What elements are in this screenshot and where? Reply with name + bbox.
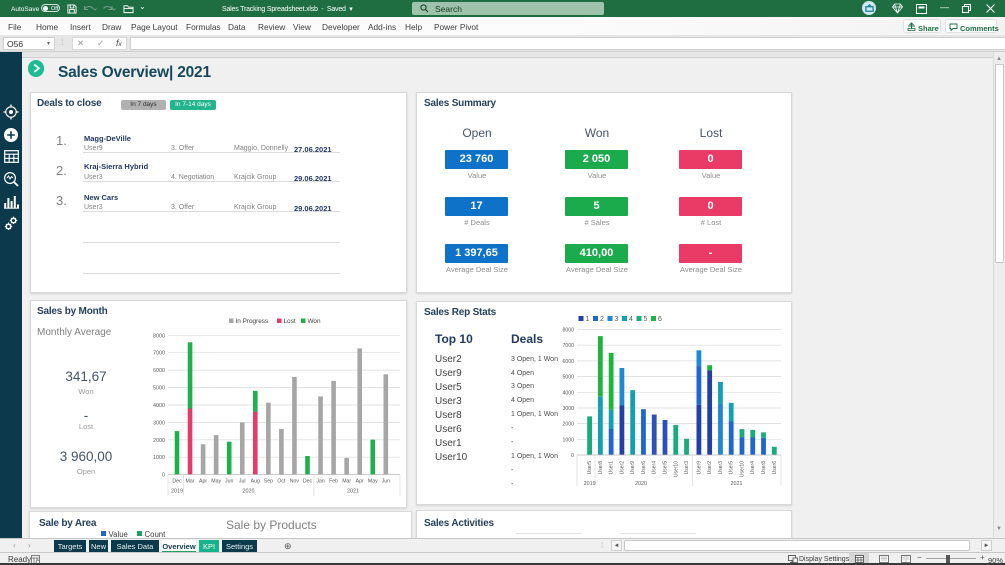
svg-text:7000: 7000 — [562, 343, 574, 349]
svg-text:Apr: Apr — [356, 479, 364, 485]
svg-text:Count: Count — [145, 530, 167, 538]
svg-text:2: 2 — [600, 316, 604, 323]
svg-text:Value: Value — [109, 530, 128, 538]
svg-text:5000: 5000 — [153, 386, 165, 392]
svg-text:User4: User4 — [652, 461, 658, 475]
svg-text:User3: User3 — [684, 461, 690, 475]
svg-text:2020: 2020 — [243, 489, 255, 495]
svg-text:2019: 2019 — [584, 481, 596, 487]
svg-text:Jun: Jun — [225, 479, 233, 485]
svg-text:2019: 2019 — [171, 489, 183, 495]
svg-text:User5: User5 — [587, 461, 593, 475]
svg-text:User4: User4 — [750, 461, 756, 475]
svg-text:Jul: Jul — [239, 479, 246, 485]
svg-text:Dec: Dec — [303, 479, 313, 485]
svg-text:Sep: Sep — [264, 479, 273, 485]
svg-text:Jun: Jun — [382, 479, 390, 485]
svg-text:User8: User8 — [598, 461, 604, 475]
svg-text:1000: 1000 — [562, 437, 574, 443]
svg-text:4000: 4000 — [153, 403, 165, 409]
svg-text:1000: 1000 — [153, 455, 165, 461]
svg-text:User8: User8 — [761, 461, 767, 475]
svg-text:Mar: Mar — [186, 479, 195, 485]
svg-text:Oct: Oct — [277, 479, 286, 485]
svg-text:Nov: Nov — [290, 479, 300, 485]
svg-text:Lost: Lost — [284, 318, 296, 325]
svg-text:Apr: Apr — [199, 479, 207, 485]
svg-text:User10: User10 — [673, 461, 679, 477]
svg-text:User9: User9 — [696, 461, 702, 475]
svg-text:3: 3 — [615, 316, 619, 323]
svg-text:2000: 2000 — [562, 422, 574, 428]
svg-text:2020: 2020 — [635, 481, 647, 487]
svg-text:3000: 3000 — [153, 420, 165, 426]
svg-text:8000: 8000 — [153, 333, 165, 339]
svg-text:2000: 2000 — [153, 438, 165, 444]
svg-text:1: 1 — [586, 316, 590, 323]
svg-text:In Progress: In Progress — [236, 318, 269, 325]
svg-text:User5: User5 — [663, 461, 669, 475]
svg-text:6000: 6000 — [153, 368, 165, 374]
svg-text:Feb: Feb — [329, 479, 338, 485]
svg-text:User10: User10 — [740, 461, 746, 477]
svg-text:4000: 4000 — [562, 390, 574, 396]
svg-text:6000: 6000 — [562, 359, 574, 365]
svg-text:User1: User1 — [609, 461, 615, 475]
svg-text:0: 0 — [571, 453, 574, 459]
svg-text:7000: 7000 — [153, 351, 165, 357]
svg-text:User6: User6 — [772, 461, 778, 475]
svg-text:4: 4 — [629, 316, 633, 323]
svg-text:User2: User2 — [619, 461, 625, 475]
svg-text:May: May — [368, 479, 378, 485]
svg-text:5: 5 — [644, 316, 648, 323]
svg-text:Dec: Dec — [172, 479, 182, 485]
svg-text:Jan: Jan — [316, 479, 324, 485]
svg-text:0: 0 — [162, 473, 165, 479]
svg-text:User2: User2 — [707, 461, 713, 475]
svg-text:Aug: Aug — [251, 479, 260, 485]
svg-text:8000: 8000 — [562, 328, 574, 334]
svg-text:May: May — [211, 479, 221, 485]
svg-text:Mar: Mar — [342, 479, 351, 485]
svg-text:User9: User9 — [630, 461, 636, 475]
svg-text:User6: User6 — [641, 461, 647, 475]
svg-text:2021: 2021 — [731, 481, 743, 487]
svg-text:5000: 5000 — [562, 375, 574, 381]
svg-text:2021: 2021 — [347, 489, 359, 495]
svg-text:User3: User3 — [718, 461, 724, 475]
svg-text:Won: Won — [308, 318, 321, 325]
svg-text:User5: User5 — [729, 461, 735, 475]
svg-text:6: 6 — [658, 316, 662, 323]
svg-text:3000: 3000 — [562, 406, 574, 412]
